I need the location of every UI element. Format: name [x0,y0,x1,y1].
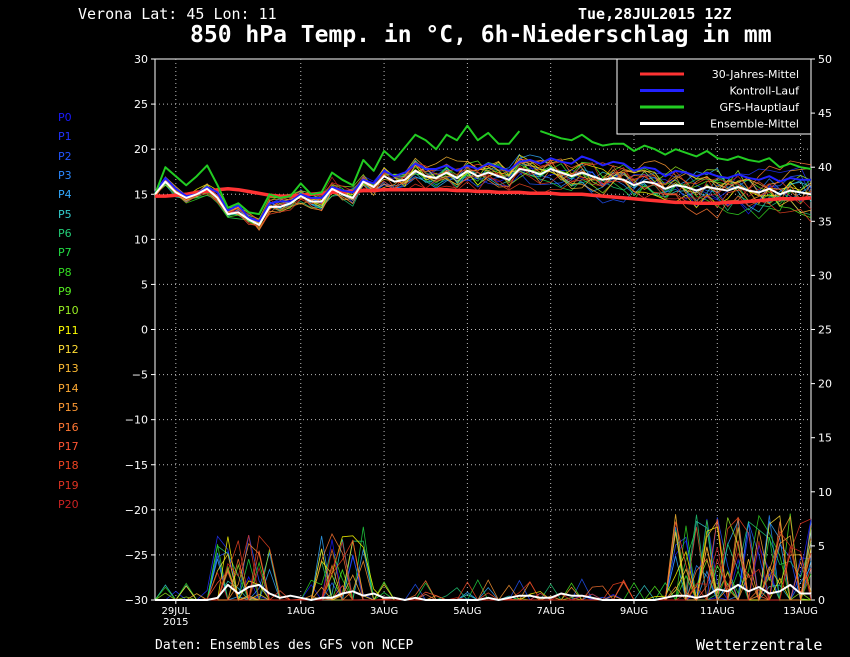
series [154,124,812,601]
member-label-p10: P10 [58,304,79,318]
member-label-p11: P11 [58,323,79,337]
right-tick-label: 5 [818,540,825,553]
x-tick-label: 11AUG [700,606,735,617]
member-label-p17: P17 [58,439,79,453]
left-tick-label: 25 [134,98,148,111]
member-label-p16: P16 [58,420,79,434]
member-label-p12: P12 [58,343,79,357]
left-tick-label: 20 [134,143,148,156]
x-tick-label: 3AUG [370,606,398,617]
left-tick-label: 10 [134,233,148,246]
member-label-p3: P3 [58,169,72,183]
member-label-p15: P15 [58,401,79,415]
left-tick-label: 0 [141,324,148,337]
right-tick-label: 40 [818,161,832,174]
member-label-p8: P8 [58,265,72,279]
legend-label: Ensemble-Mittel [710,118,799,131]
location-label: Verona Lat: 45 Lon: 11 [78,5,277,23]
right-tick-label: 25 [818,324,832,337]
left-tick-label: −15 [125,459,148,472]
series-line-2 [539,130,812,170]
member-label-p20: P20 [58,497,79,511]
member-temp-line-p18 [154,171,812,228]
left-tick-label: −30 [125,594,148,607]
left-tick-label: −10 [125,414,148,427]
right-tick-label: 45 [818,107,832,120]
right-tick-label: 10 [818,486,832,499]
right-tick-label: 50 [818,53,832,66]
x-tick-label: 7AUG [537,606,565,617]
right-tick-label: 15 [818,432,832,445]
member-label-p4: P4 [58,188,72,202]
left-tick-label: 15 [134,188,148,201]
brand-label: Wetterzentrale [696,636,823,654]
x-tick-label: 13AUG [783,606,818,617]
chart-title: 850 hPa Temp. in °C, 6h-Niederschlag in … [190,22,772,48]
series-line-2 [154,124,521,216]
x-tick-label: 9AUG [620,606,648,617]
series-line-0 [155,187,812,206]
axes: 302520151050−5−10−15−20−25−3050454035302… [125,53,832,628]
x-tick-label: 5AUG [453,606,481,617]
legend-label: 30-Jahres-Mittel [712,68,799,81]
member-label-p2: P2 [58,149,72,163]
member-label-p1: P1 [58,130,72,144]
left-tick-label: −5 [132,369,148,382]
member-label-p9: P9 [58,285,72,299]
member-label-p18: P18 [58,459,79,473]
legend: 30-Jahres-Mittel Kontroll-Lauf GFS-Hauptla… [616,58,812,135]
legend-box [616,58,812,135]
member-label-p19: P19 [58,478,79,492]
member-label-p7: P7 [58,246,72,260]
left-tick-label: 5 [141,278,148,291]
right-tick-label: 35 [818,215,832,228]
legend-label: GFS-Hauptlauf [719,101,800,114]
member-label-p5: P5 [58,207,72,221]
left-tick-label: −25 [125,549,148,562]
x-tick-label: 1AUG [287,606,315,617]
left-tick-label: −20 [125,504,148,517]
right-tick-label: 20 [818,378,832,391]
x-tick-label: 29JUL [162,606,191,617]
x-tick-year: 2015 [163,617,188,628]
member-label-p0: P0 [58,111,72,124]
run-datetime: Tue,28JUL2015 12Z [578,5,732,23]
right-tick-label: 30 [818,269,832,282]
grid [155,59,811,600]
data-source-note: Daten: Ensembles des GFS von NCEP [155,638,414,653]
series-line-4 [155,583,811,601]
member-precip-line-p20 [155,540,812,601]
member-label-p13: P13 [58,362,79,376]
left-tick-label: 30 [134,53,148,66]
right-tick-label: 0 [818,594,825,607]
series-line-1 [154,155,811,223]
series-line-3 [154,168,812,226]
member-label-p6: P6 [58,227,72,241]
ensemble-member-list: P0 P1 P2 P3 P4 P5 P6 P7 P8 P9 P10 P11 P12 P13 P14 P15 P1… [58,108,79,514]
member-label-p14: P14 [58,381,79,395]
legend-label: Kontroll-Lauf [730,85,801,98]
